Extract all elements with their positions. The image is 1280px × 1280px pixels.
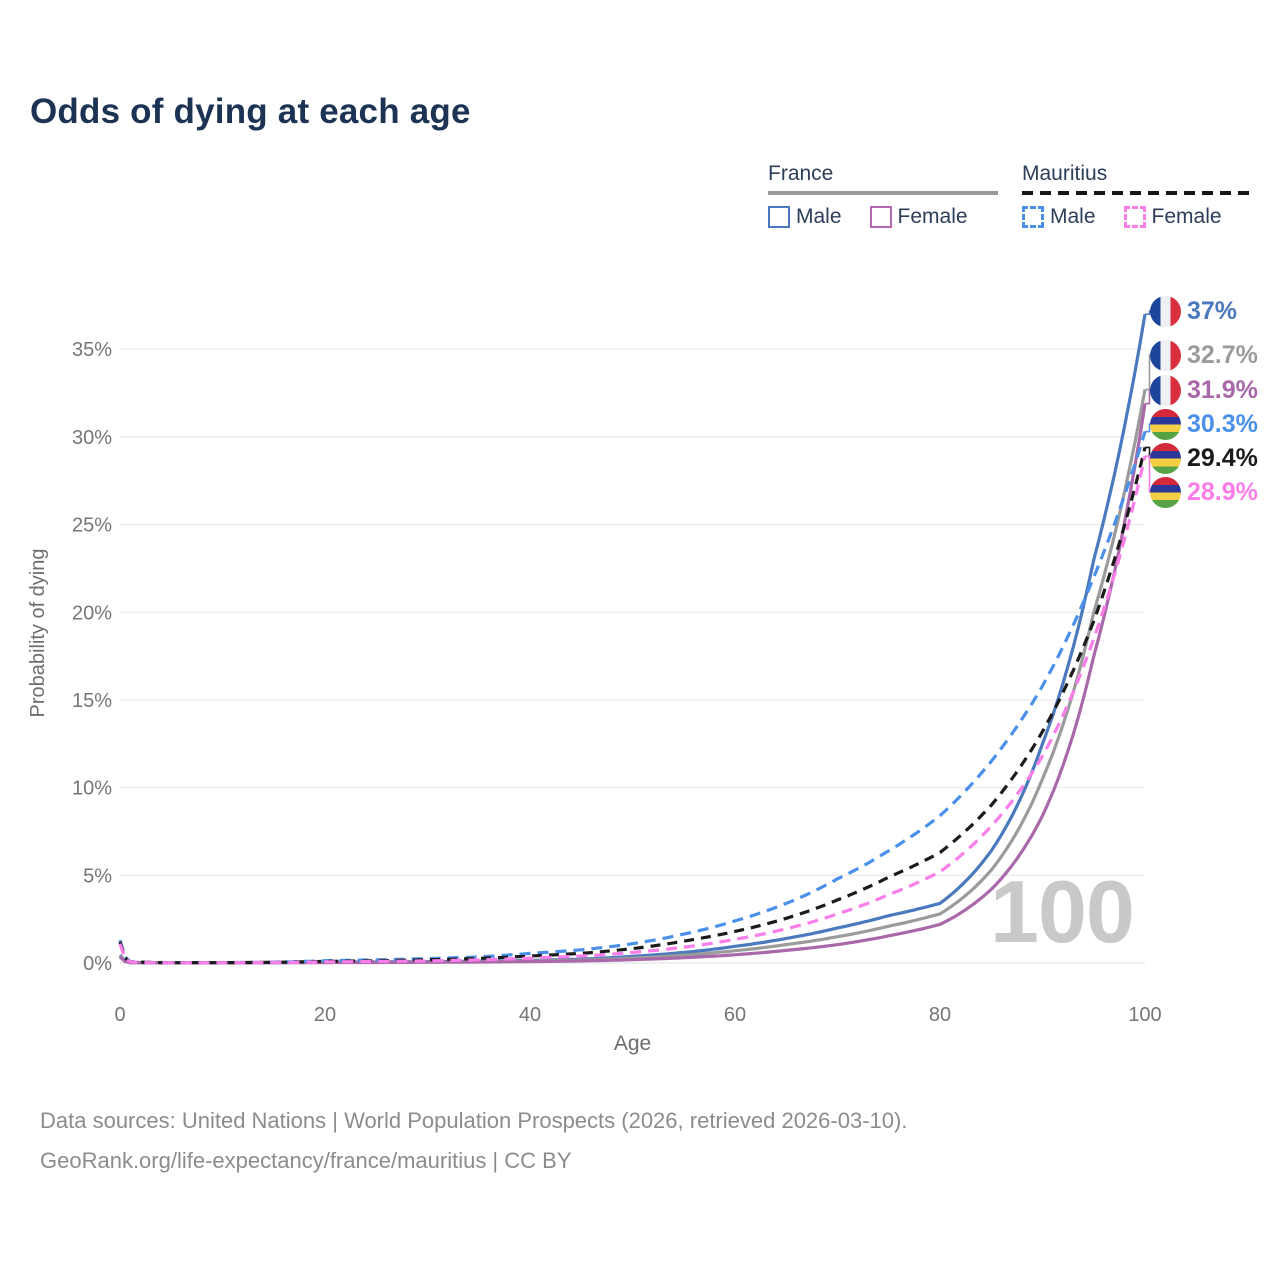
chart-legend: France Male Female Mauritius Male [768, 162, 1252, 229]
france-female-swatch-icon [869, 206, 892, 228]
france-flag-icon [1150, 339, 1181, 371]
y-tick-label: 30% [72, 427, 112, 449]
mauritius-dashed-line-swatch [1022, 191, 1252, 195]
legend-france-header[interactable]: France [768, 162, 834, 185]
mauritius-flag-icon [1150, 442, 1181, 474]
series-end-value: 30.3% [1187, 409, 1258, 438]
mauritius-male-swatch-icon [1022, 206, 1044, 228]
y-tick-label: 10% [72, 778, 112, 800]
attribution-line: GeoRank.org/life-expectancy/france/mauri… [40, 1148, 572, 1173]
x-tick-label: 60 [724, 1004, 746, 1026]
series-line-france-total[interactable] [118, 389, 1147, 965]
france-male-swatch-icon [768, 206, 790, 228]
legend-item-label: Male [1050, 205, 1096, 228]
x-tick-label: 20 [314, 1004, 336, 1026]
x-tick-label: 0 [114, 1004, 125, 1026]
x-tick-label: 80 [929, 1004, 951, 1026]
series-end-label-mauritius-male: 30.3% [1150, 408, 1258, 440]
x-tick-label: 40 [519, 1004, 541, 1026]
mauritius-flag-icon [1150, 408, 1181, 440]
legend-item-mauritius-female[interactable]: Female [1123, 205, 1222, 229]
legend-item-mauritius-male[interactable]: Male [1022, 205, 1096, 229]
hovered-age-watermark: 100 [990, 862, 1135, 961]
y-tick-label: 20% [72, 602, 112, 624]
france-solid-line-swatch [768, 191, 998, 195]
mauritius-female-swatch-icon [1123, 206, 1146, 228]
series-end-label-mauritius-total: 29.4% [1150, 442, 1258, 474]
x-axis-title: Age [614, 1032, 651, 1055]
y-tick-label: 25% [72, 515, 112, 537]
mauritius-flag-icon [1150, 476, 1181, 508]
legend-group-mauritius: Mauritius Male Female [1022, 162, 1252, 229]
series-line-france-male[interactable] [118, 313, 1147, 965]
france-flag-icon [1150, 295, 1181, 327]
legend-item-label: Male [796, 205, 842, 228]
legend-item-label: Female [897, 205, 968, 228]
series-line-france-female[interactable] [118, 403, 1147, 965]
legend-mauritius-header[interactable]: Mauritius [1022, 162, 1108, 185]
france-flag-icon [1150, 374, 1181, 406]
series-end-value: 31.9% [1187, 375, 1258, 404]
series-end-label-mauritius-female: 28.9% [1150, 476, 1258, 508]
y-tick-label: 35% [72, 339, 112, 361]
y-axis-title: Probability of dying [27, 549, 49, 718]
series-line-mauritius-male[interactable] [118, 431, 1147, 965]
series-end-value: 32.7% [1187, 340, 1258, 369]
legend-item-france-female[interactable]: Female [869, 205, 968, 229]
series-end-value: 37% [1187, 296, 1238, 325]
x-tick-label: 100 [1128, 1004, 1161, 1026]
legend-item-label: Female [1151, 205, 1222, 228]
series-end-value: 29.4% [1187, 443, 1258, 472]
series-end-value: 28.9% [1187, 477, 1258, 506]
series-end-label-france-female: 31.9% [1150, 374, 1258, 406]
series-end-label-france-male: 37% [1150, 295, 1238, 327]
y-tick-label: 15% [72, 690, 112, 712]
legend-group-france: France Male Female [768, 162, 998, 229]
series-end-label-france-total: 32.7% [1150, 339, 1258, 371]
legend-item-france-male[interactable]: Male [768, 205, 842, 229]
y-tick-label: 5% [83, 865, 112, 887]
data-sources-line: Data sources: United Nations | World Pop… [40, 1108, 908, 1133]
page-title: Odds of dying at each age [30, 92, 471, 131]
y-tick-label: 0% [83, 953, 112, 975]
series-line-mauritius-female[interactable] [118, 455, 1147, 965]
